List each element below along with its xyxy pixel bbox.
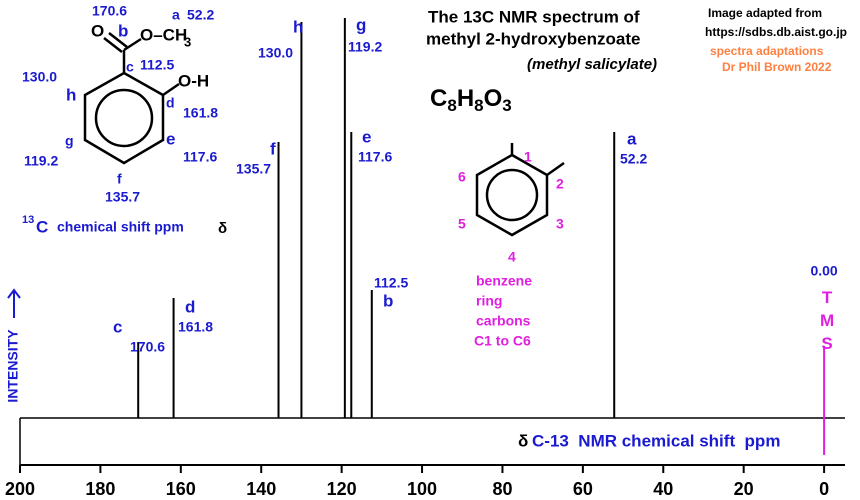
- label: benzene: [476, 273, 532, 289]
- label: g: [65, 133, 74, 149]
- formula: C8H8O3: [430, 85, 512, 115]
- label: 4: [508, 249, 516, 265]
- label: e: [166, 129, 175, 148]
- ring-circle: [94, 88, 154, 148]
- x-tick-label: 20: [734, 479, 754, 499]
- label: d: [185, 297, 195, 316]
- label: a: [627, 129, 637, 148]
- y-arrow: [7, 288, 21, 318]
- reference-name: TMS: [818, 288, 837, 357]
- label: 161.8: [178, 319, 213, 335]
- label: d: [166, 95, 175, 111]
- label: f: [117, 171, 122, 187]
- label: e: [362, 127, 371, 146]
- label: chemical shift ppm: [57, 219, 184, 235]
- label: 135.7: [236, 161, 271, 177]
- label: 52.2: [620, 151, 647, 167]
- y-axis-label: INTENSITY: [5, 329, 21, 403]
- label: Image adapted from: [708, 6, 822, 20]
- label: 130.0: [258, 45, 293, 61]
- x-tick-label: 100: [407, 479, 437, 499]
- label: h: [66, 85, 76, 104]
- subtitle: (methyl salicylate): [527, 56, 657, 73]
- label: g: [356, 15, 366, 34]
- label: 3: [556, 216, 564, 232]
- label: C: [36, 217, 48, 236]
- label: h: [293, 17, 303, 36]
- x-tick-label: 160: [166, 479, 196, 499]
- label: 0.00: [810, 263, 837, 279]
- formula-part: C: [430, 85, 447, 112]
- formula-part: 8: [474, 96, 483, 115]
- label: 135.7: [105, 189, 140, 205]
- label: C1 to C6: [474, 333, 531, 349]
- label: 2: [556, 176, 564, 192]
- label: spectra adaptations: [710, 44, 824, 58]
- x-tick-label: 120: [327, 479, 357, 499]
- label: 13: [22, 214, 34, 226]
- label: 1: [524, 149, 532, 165]
- x-tick-label: 0: [819, 479, 829, 499]
- bond: [546, 161, 565, 177]
- molecule: [83, 32, 180, 165]
- label: O: [91, 21, 104, 40]
- label: O-H: [178, 71, 209, 90]
- label: b: [383, 291, 393, 310]
- label: C-13 NMR chemical shift ppm: [532, 431, 780, 450]
- x-tick-label: 60: [573, 479, 593, 499]
- label: Dr Phil Brown 2022: [722, 60, 832, 74]
- bond: [108, 32, 128, 48]
- label: 112.5: [374, 275, 408, 291]
- label: carbons: [476, 313, 531, 329]
- x-tick-label: 200: [5, 479, 35, 499]
- formula-part: O: [484, 85, 503, 112]
- bond: [103, 37, 123, 53]
- formula-part: 3: [502, 96, 511, 115]
- x-tick-label: 80: [492, 479, 512, 499]
- label: O–CH: [140, 25, 187, 44]
- label: a: [172, 7, 180, 23]
- label: c: [126, 59, 134, 75]
- ring-circle: [485, 168, 539, 222]
- label: 170.6: [92, 3, 127, 19]
- bond: [162, 82, 180, 97]
- x-tick-label: 40: [653, 479, 673, 499]
- label: 3: [184, 34, 191, 49]
- label: 117.6: [183, 149, 217, 165]
- label: The 13C NMR spectrum of: [428, 7, 640, 26]
- label: 119.2: [348, 39, 382, 55]
- label: 161.8: [183, 105, 218, 121]
- formula-part: 8: [447, 96, 456, 115]
- label: 117.6: [358, 149, 392, 165]
- label: 130.0: [22, 69, 57, 85]
- x-tick-label: 180: [85, 479, 115, 499]
- label: δ: [218, 220, 227, 237]
- label: c: [113, 317, 122, 336]
- bond: [123, 37, 142, 52]
- x-tick-label: 140: [246, 479, 276, 499]
- label: ring: [476, 293, 502, 309]
- label: b: [118, 21, 128, 40]
- formula-part: H: [457, 85, 474, 112]
- numbered-ring: [475, 143, 565, 237]
- label: 112.5: [140, 57, 174, 73]
- label: 52.2: [187, 7, 214, 23]
- label: 6: [458, 169, 466, 185]
- label: f: [270, 139, 276, 158]
- label: δ: [518, 431, 528, 450]
- label: 119.2: [24, 153, 58, 169]
- label: methyl 2-hydroxybenzoate: [426, 29, 640, 48]
- label: 5: [458, 216, 466, 232]
- label: https://sdbs.db.aist.go.jp: [705, 25, 847, 39]
- label: 170.6: [130, 339, 165, 355]
